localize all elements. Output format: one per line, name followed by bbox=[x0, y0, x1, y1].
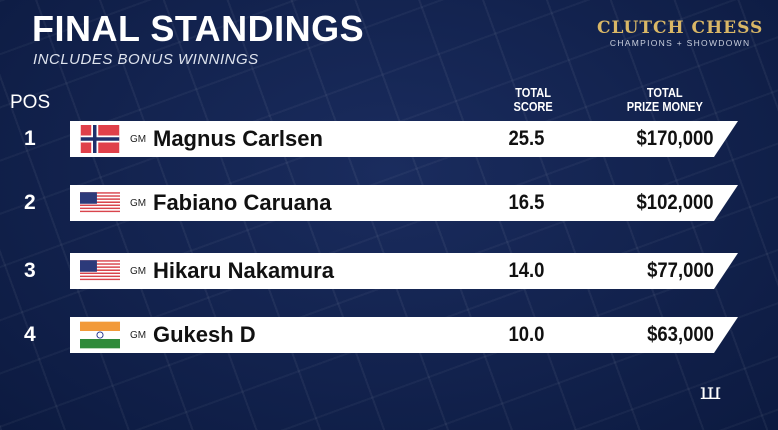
title-badge: GM bbox=[130, 330, 147, 341]
player-name: Fabiano Caruana bbox=[153, 190, 332, 215]
player-name: Hikaru Nakamura bbox=[153, 258, 334, 283]
pos-header: POS bbox=[10, 92, 51, 113]
title-badge: GM bbox=[130, 198, 147, 209]
player-name: Magnus Carlsen bbox=[153, 126, 323, 151]
title-badge: GM bbox=[130, 266, 147, 277]
logo-line1: CLUTCH CHESS bbox=[597, 18, 764, 38]
total-score: 10.0 bbox=[508, 323, 545, 346]
standing-row: 1 GM Magnus Carlsen 25.5 $170,000 bbox=[0, 121, 778, 157]
title-badge: GM bbox=[130, 134, 147, 145]
player-bar: GM Gukesh D 10.0 $63,000 bbox=[70, 317, 738, 353]
page-title: FINAL STANDINGS bbox=[32, 8, 365, 49]
usa-flag-icon bbox=[80, 257, 120, 285]
total-score: 25.5 bbox=[508, 127, 545, 150]
position: 2 bbox=[24, 191, 36, 214]
standing-row: 2 GM Fabiano Caruana 16.5 $102,000 bbox=[0, 185, 778, 221]
usa-flag-icon bbox=[80, 189, 120, 217]
prize-money: $102,000 bbox=[636, 191, 714, 214]
prize-money: $77,000 bbox=[647, 259, 714, 282]
prize-money: $63,000 bbox=[647, 323, 714, 346]
clutch-chess-logo: CLUTCH CHESS CHAMPIONS + SHOWDOWN bbox=[597, 18, 763, 48]
player-name: Gukesh D bbox=[153, 322, 256, 347]
cslc-logo: ꟺ bbox=[700, 380, 722, 405]
prize-money: $170,000 bbox=[636, 127, 714, 150]
logo-line2: CHAMPIONS + SHOWDOWN bbox=[609, 38, 751, 48]
player-bar: GM Magnus Carlsen 25.5 $170,000 bbox=[70, 121, 738, 157]
standing-row: 3 GM Hikaru Nakamura 14.0 $77,000 bbox=[0, 253, 778, 289]
total-score: 16.5 bbox=[508, 191, 545, 214]
norway-flag-icon bbox=[80, 125, 120, 153]
position: 1 bbox=[24, 127, 36, 150]
standing-row: 4 GM Gukesh D 10.0 $63,000 bbox=[0, 317, 778, 353]
total-score: 14.0 bbox=[508, 259, 545, 282]
position: 4 bbox=[24, 323, 36, 346]
score-header: TOTAL SCORE bbox=[513, 85, 553, 114]
india-flag-icon bbox=[80, 321, 120, 349]
position: 3 bbox=[24, 259, 36, 282]
prize-header: TOTAL PRIZE MONEY bbox=[626, 85, 703, 114]
player-bar: GM Hikaru Nakamura 14.0 $77,000 bbox=[70, 253, 738, 289]
player-bar: GM Fabiano Caruana 16.5 $102,000 bbox=[70, 185, 738, 221]
subtitle: INCLUDES BONUS WINNINGS bbox=[33, 51, 259, 68]
